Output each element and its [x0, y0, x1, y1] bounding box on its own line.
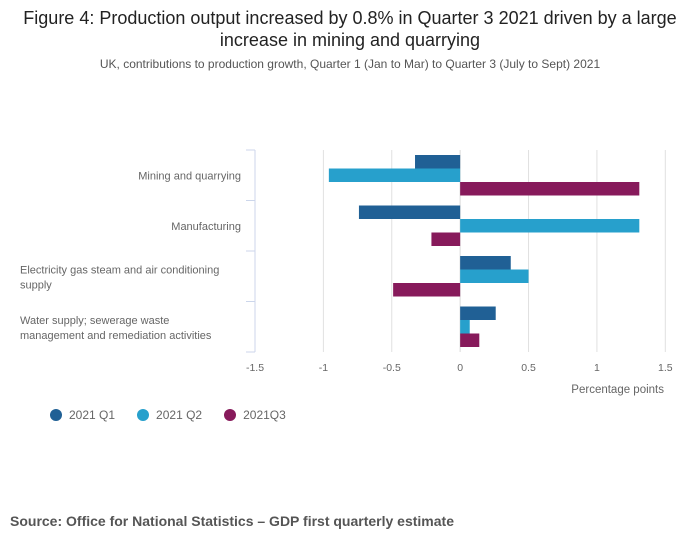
- chart-subtitle: UK, contributions to production growth, …: [99, 57, 601, 71]
- bars: [328, 155, 640, 348]
- category-labels: Mining and quarrying Manufacturing Electri…: [20, 170, 241, 342]
- category-label: Electricity gas steam and air conditioni…: [20, 264, 219, 291]
- bar-2021q3[interactable]: [460, 182, 640, 196]
- bar-2021q3[interactable]: [460, 333, 480, 348]
- x-tick-label: 1: [594, 362, 600, 374]
- legend-marker-icon: [137, 409, 150, 421]
- legend-item[interactable]: 2021 Q2: [137, 408, 202, 422]
- bar-2021-q2[interactable]: [328, 168, 461, 183]
- legend-label: 2021 Q1: [69, 408, 116, 422]
- x-tick-label: 1.5: [658, 362, 673, 374]
- x-tick-labels: -1.5 -1 -0.5 0 0.5 1 1.5: [246, 362, 673, 374]
- legend-label: 2021 Q2: [156, 408, 203, 422]
- x-tick-label: -1: [319, 362, 328, 374]
- bar-2021-q2[interactable]: [460, 219, 640, 233]
- y-axis: [246, 149, 256, 353]
- bar-2021-q1[interactable]: [460, 306, 496, 321]
- legend-item[interactable]: 2021Q3: [224, 408, 286, 422]
- legend-marker-icon: [50, 409, 62, 421]
- legend-item[interactable]: 2021 Q1: [50, 408, 115, 422]
- x-tick-label: 0.5: [521, 362, 536, 374]
- legend: 2021 Q1 2021 Q2 2021Q3: [50, 408, 286, 422]
- x-tick-label: -0.5: [383, 362, 401, 374]
- source-note: Source: Office for National Statistics –…: [10, 513, 454, 529]
- bar-2021-q1[interactable]: [358, 205, 461, 220]
- legend-label: 2021Q3: [243, 408, 286, 422]
- x-tick-label: -1.5: [246, 362, 264, 374]
- bar-2021-q2[interactable]: [460, 320, 470, 334]
- category-label: Water supply; sewerage waste management a…: [20, 315, 212, 342]
- bar-2021q3[interactable]: [431, 232, 461, 247]
- bar-2021-q2[interactable]: [460, 269, 529, 284]
- legend-marker-icon: [224, 409, 237, 421]
- x-tick-label: 0: [457, 362, 463, 374]
- x-axis-title: Percentage points: [571, 384, 664, 396]
- bar-2021-q1[interactable]: [460, 256, 511, 270]
- category-label: Mining and quarrying: [138, 170, 241, 182]
- category-label: Manufacturing: [171, 221, 241, 233]
- bar-2021-q1[interactable]: [415, 155, 461, 169]
- chart-title: Figure 4: Production output increased by…: [23, 8, 677, 50]
- bar-2021q3[interactable]: [393, 283, 461, 297]
